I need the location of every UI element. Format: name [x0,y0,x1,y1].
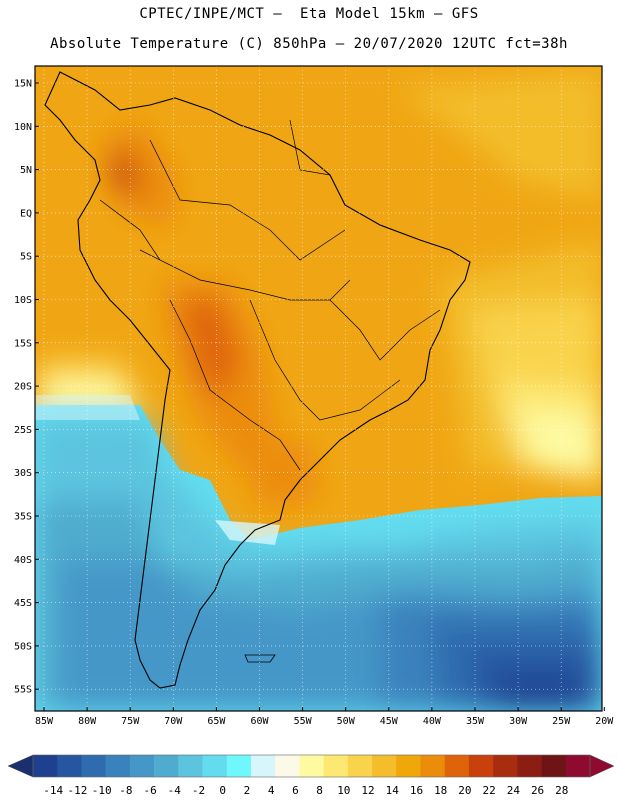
colorbar-label: 20 [458,784,471,797]
lon-tick-label: 55W [294,716,313,727]
colorbar-label: 8 [316,784,323,797]
temperature-field [35,66,602,711]
lat-tick-label: 10N [14,122,32,133]
colorbar-under-arrow [7,754,34,778]
lon-tick-label: 20W [595,716,614,727]
colorbar-label: 26 [531,784,544,797]
falklands-outline [244,654,276,663]
lat-tick-label: 10S [14,295,32,306]
lat-tick-label: 5S [20,252,32,263]
colorbar-swatch [444,755,470,777]
colorbar-swatch [57,755,82,777]
lat-tick-label: 35S [14,512,32,523]
colorbar-swatch [81,755,106,777]
colorbar-swatch [154,755,179,777]
lat-tick-label: 25S [14,425,32,436]
lat-tick-label: 30S [14,468,32,479]
lat-tick-label: 40S [14,555,32,566]
colorbar-label: -2 [192,784,205,797]
colorbar-label: 16 [410,784,423,797]
colorbar-label: -14 [43,784,63,797]
lat-tick-label: 5N [20,165,32,176]
lat-tick-label: 55S [14,685,32,696]
colorbar-swatch [517,755,542,777]
colorbar-label: 6 [292,784,299,797]
colorbar-label: 28 [555,784,568,797]
colorbar-swatch [299,755,324,777]
colorbar-swatch [468,755,494,777]
colorbar-label: -4 [168,784,182,797]
colorbar-label: 4 [268,784,275,797]
colorbar-label: 10 [337,784,350,797]
colorbar-swatch [33,755,58,777]
colorbar-swatch [396,755,421,777]
lat-tick-label: 50S [14,641,32,652]
lon-tick-label: 35W [466,716,485,727]
colorbar-swatch [493,755,518,777]
plot-frame [34,65,603,712]
colorbar-swatch [178,755,203,777]
colorbar-swatch [129,755,155,777]
lat-tick-label: 20S [14,382,32,393]
colorbar: -14 -12 -10 -8 -6 -4 -2 0 2 4 6 8 10 12 14 16 18 20 22 24 26… [7,754,615,797]
colorbar-label: 24 [507,784,521,797]
colorbar-swatch [565,755,591,777]
colorbar-swatch [250,755,276,777]
lon-tick-label: 85W [35,716,54,727]
longitude-axis: 85W 80W 75W 70W 65W 60W 55W 50W 45W 40W 35W 30W 25W 2… [35,707,614,727]
lon-tick-label: 25W [552,716,571,727]
chart-title: CPTEC/INPE/MCT – Eta Model 15km – GFS [139,6,479,22]
lon-tick-label: 40W [423,716,442,727]
lon-tick-label: 70W [164,716,183,727]
country-borders [99,119,441,471]
colorbar-label: 12 [361,784,374,797]
colorbar-swatch [105,755,131,777]
continent-outline [44,71,471,689]
colorbar-label: -10 [92,784,112,797]
lat-tick-label: 15N [14,79,32,90]
latitude-axis: 15N 10N 5N EQ 5S 10S 15S 20S 25S 30S 35S 40S 45S 50S 5… [14,79,39,696]
colorbar-swatch [202,755,228,777]
lat-tick-label: 15S [14,338,32,349]
colorbar-swatch [372,755,397,777]
lon-tick-label: 80W [78,716,97,727]
colorbar-swatch [226,755,252,777]
colorbar-swatch [420,755,445,777]
grid-lines [35,66,602,711]
chart-subtitle: Absolute Temperature (C) 850hPa – 20/07/… [50,36,568,52]
colorbar-swatch [541,755,567,777]
lat-tick-label: EQ [20,208,32,219]
lon-tick-label: 65W [207,716,226,727]
colorbar-label: 18 [434,784,447,797]
colorbar-swatch [275,755,300,777]
colorbar-over-arrow [589,754,615,778]
colorbar-label: 0 [219,784,226,797]
lon-tick-label: 45W [380,716,399,727]
lon-tick-label: 30W [509,716,528,727]
colorbar-label: 14 [386,784,400,797]
colorbar-label: 22 [483,784,496,797]
colorbar-swatch [323,755,349,777]
lat-tick-label: 45S [14,598,32,609]
colorbar-label: -6 [143,784,156,797]
lon-tick-label: 75W [121,716,140,727]
colorbar-swatch [347,755,373,777]
colorbar-label: 2 [244,784,251,797]
lon-tick-label: 50W [337,716,356,727]
lon-tick-label: 60W [250,716,269,727]
colorbar-frame [32,754,591,778]
colorbar-label: -12 [67,784,87,797]
colorbar-label: -8 [119,784,132,797]
